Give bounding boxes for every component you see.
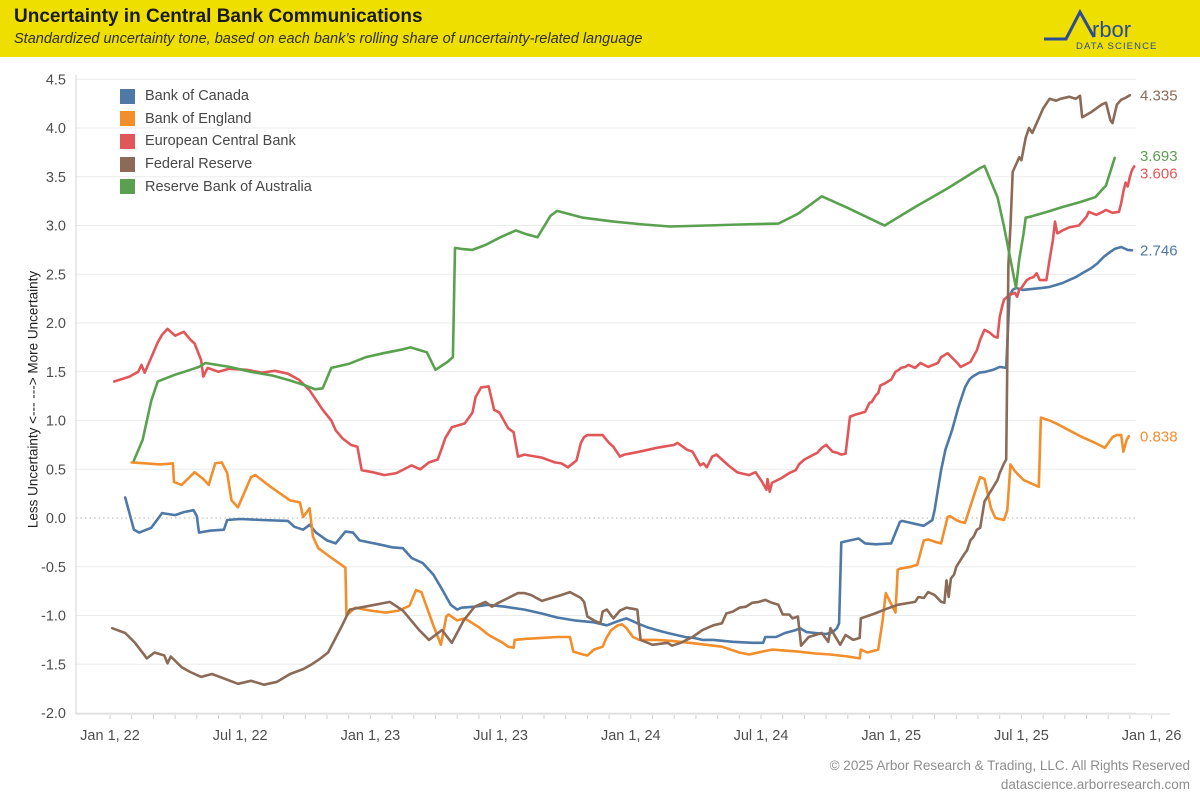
copyright-text: © 2025 Arbor Research & Trading, LLC. Al… — [829, 758, 1190, 773]
legend: Bank of Canada Bank of England European … — [120, 85, 312, 198]
y-tick-label: -1.5 — [41, 657, 66, 673]
footer: © 2025 Arbor Research & Trading, LLC. Al… — [830, 756, 1190, 794]
logo-tagline-text: DATA SCIENCE — [1076, 41, 1157, 52]
y-axis-title: Less Uncertainty <--- ---> More Uncertai… — [25, 270, 41, 529]
series-line-bank-of-canada[interactable] — [123, 245, 1134, 645]
y-tick-label: 2.0 — [46, 316, 66, 332]
series-line-reserve-bank-of-australia[interactable] — [132, 156, 1116, 462]
logo-peak-icon — [1044, 8, 1096, 41]
legend-item-european-central-bank[interactable]: European Central Bank — [120, 130, 312, 153]
header-bar: Uncertainty in Central Bank Communicatio… — [0, 0, 1200, 57]
y-tick-label: 4.5 — [46, 72, 66, 88]
logo-brand-text: rbor — [1092, 17, 1131, 42]
end-value-label-bank-of-canada: 2.746 — [1140, 242, 1178, 259]
legend-swatch-icon — [120, 88, 135, 104]
x-tick-label: Jan 1, 22 — [80, 728, 140, 744]
legend-item-reserve-bank-of-australia[interactable]: Reserve Bank of Australia — [120, 175, 312, 198]
page-subtitle: Standardized uncertainty tone, based on … — [14, 31, 643, 47]
legend-item-federal-reserve[interactable]: Federal Reserve — [120, 153, 312, 176]
end-value-label-federal-reserve: 4.335 — [1140, 87, 1178, 104]
y-tick-label: 3.5 — [46, 170, 66, 186]
y-tick-label: 2.5 — [46, 267, 66, 283]
legend-swatch-icon — [120, 111, 135, 127]
legend-item-bank-of-canada[interactable]: Bank of Canada — [120, 85, 312, 108]
y-tick-label: -2.0 — [41, 706, 66, 722]
x-tick-label: Jul 1, 24 — [734, 728, 789, 744]
x-tick-label: Jan 1, 25 — [861, 728, 921, 744]
end-value-label-reserve-bank-of-australia: 3.693 — [1140, 148, 1178, 165]
series-line-bank-of-england[interactable] — [130, 416, 1131, 660]
legend-label: Bank of England — [145, 110, 252, 127]
series-line-federal-reserve[interactable] — [110, 94, 1132, 687]
page-title: Uncertainty in Central Bank Communicatio… — [14, 6, 423, 27]
legend-item-bank-of-england[interactable]: Bank of England — [120, 108, 312, 131]
x-tick-label: Jul 1, 22 — [213, 728, 268, 744]
series-line-european-central-bank[interactable] — [113, 165, 1136, 494]
legend-label: Federal Reserve — [145, 156, 253, 173]
legend-swatch-icon — [120, 133, 135, 149]
x-tick-label: Jul 1, 23 — [473, 728, 528, 744]
y-tick-label: -0.5 — [41, 560, 66, 576]
legend-swatch-icon — [120, 156, 135, 172]
legend-label: Reserve Bank of Australia — [145, 178, 312, 195]
arbor-logo: rbor DATA SCIENCE — [1044, 8, 1157, 52]
end-value-label-european-central-bank: 3.606 — [1140, 165, 1178, 182]
legend-label: Bank of Canada — [145, 88, 249, 105]
x-tick-label: Jul 1, 25 — [994, 728, 1049, 744]
x-tick-label: Jan 1, 26 — [1122, 728, 1182, 744]
end-value-label-bank-of-england: 0.838 — [1140, 428, 1178, 445]
website-link[interactable]: datascience.arborresearch.com — [1000, 777, 1190, 792]
y-tick-label: 3.0 — [46, 219, 66, 235]
y-tick-label: 1.5 — [46, 365, 66, 381]
x-tick-label: Jan 1, 23 — [341, 728, 401, 744]
x-tick-label: Jan 1, 24 — [601, 728, 661, 744]
y-tick-label: 0.0 — [46, 511, 66, 527]
y-tick-label: 4.0 — [46, 121, 66, 137]
legend-label: European Central Bank — [145, 133, 296, 150]
legend-swatch-icon — [120, 179, 135, 195]
y-tick-label: 1.0 — [46, 414, 66, 430]
y-tick-label: -1.0 — [41, 609, 66, 625]
y-tick-label: 0.5 — [46, 462, 66, 478]
